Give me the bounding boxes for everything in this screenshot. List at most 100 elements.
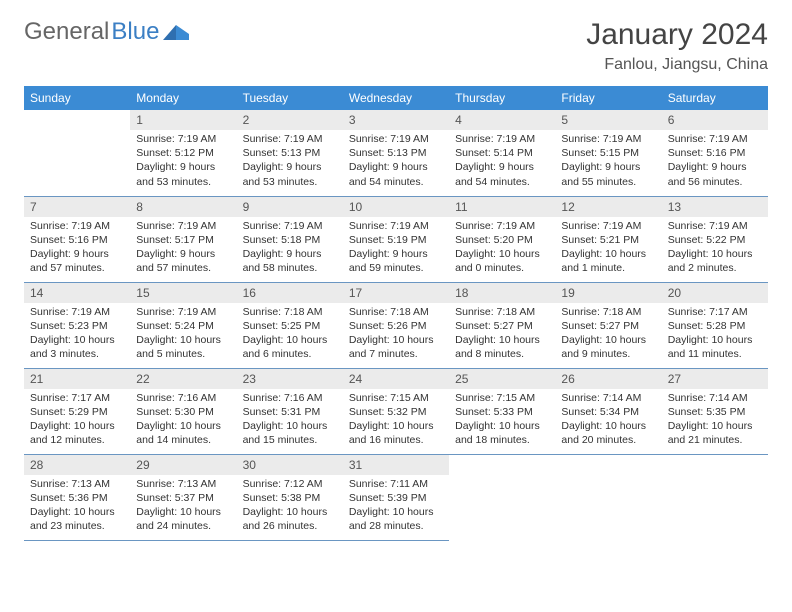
day-details: Sunrise: 7:19 AMSunset: 5:16 PMDaylight:… (662, 130, 768, 193)
day-details: Sunrise: 7:11 AMSunset: 5:39 PMDaylight:… (343, 475, 449, 538)
calendar-cell: 22Sunrise: 7:16 AMSunset: 5:30 PMDayligh… (130, 368, 236, 454)
day-number: 23 (237, 369, 343, 389)
calendar-cell: 17Sunrise: 7:18 AMSunset: 5:26 PMDayligh… (343, 282, 449, 368)
calendar-row: 21Sunrise: 7:17 AMSunset: 5:29 PMDayligh… (24, 368, 768, 454)
day-details: Sunrise: 7:19 AMSunset: 5:13 PMDaylight:… (343, 130, 449, 193)
weekday-header: Thursday (449, 86, 555, 110)
calendar-cell: 14Sunrise: 7:19 AMSunset: 5:23 PMDayligh… (24, 282, 130, 368)
day-number: 4 (449, 110, 555, 130)
title-block: January 2024 Fanlou, Jiangsu, China (586, 18, 768, 74)
day-number: 5 (555, 110, 661, 130)
day-number: 6 (662, 110, 768, 130)
day-number: 2 (237, 110, 343, 130)
day-details: Sunrise: 7:19 AMSunset: 5:12 PMDaylight:… (130, 130, 236, 193)
day-number: 12 (555, 197, 661, 217)
calendar-cell: 11Sunrise: 7:19 AMSunset: 5:20 PMDayligh… (449, 196, 555, 282)
calendar-cell (24, 110, 130, 196)
day-details: Sunrise: 7:19 AMSunset: 5:21 PMDaylight:… (555, 217, 661, 280)
weekday-header: Wednesday (343, 86, 449, 110)
day-details: Sunrise: 7:19 AMSunset: 5:24 PMDaylight:… (130, 303, 236, 366)
calendar-cell: 8Sunrise: 7:19 AMSunset: 5:17 PMDaylight… (130, 196, 236, 282)
day-details: Sunrise: 7:12 AMSunset: 5:38 PMDaylight:… (237, 475, 343, 538)
day-details: Sunrise: 7:19 AMSunset: 5:19 PMDaylight:… (343, 217, 449, 280)
weekday-header: Monday (130, 86, 236, 110)
day-details: Sunrise: 7:13 AMSunset: 5:36 PMDaylight:… (24, 475, 130, 538)
day-details: Sunrise: 7:17 AMSunset: 5:28 PMDaylight:… (662, 303, 768, 366)
day-number: 15 (130, 283, 236, 303)
day-details: Sunrise: 7:19 AMSunset: 5:13 PMDaylight:… (237, 130, 343, 193)
day-number: 13 (662, 197, 768, 217)
day-number: 17 (343, 283, 449, 303)
calendar-cell: 21Sunrise: 7:17 AMSunset: 5:29 PMDayligh… (24, 368, 130, 454)
calendar-cell: 2Sunrise: 7:19 AMSunset: 5:13 PMDaylight… (237, 110, 343, 196)
day-details: Sunrise: 7:19 AMSunset: 5:18 PMDaylight:… (237, 217, 343, 280)
day-number: 24 (343, 369, 449, 389)
day-details: Sunrise: 7:16 AMSunset: 5:30 PMDaylight:… (130, 389, 236, 452)
day-number: 19 (555, 283, 661, 303)
weekday-header: Tuesday (237, 86, 343, 110)
day-details: Sunrise: 7:18 AMSunset: 5:25 PMDaylight:… (237, 303, 343, 366)
day-details: Sunrise: 7:19 AMSunset: 5:17 PMDaylight:… (130, 217, 236, 280)
day-number: 1 (130, 110, 236, 130)
day-number: 25 (449, 369, 555, 389)
day-number: 27 (662, 369, 768, 389)
day-number: 30 (237, 455, 343, 475)
calendar-cell: 15Sunrise: 7:19 AMSunset: 5:24 PMDayligh… (130, 282, 236, 368)
weekday-header: Friday (555, 86, 661, 110)
day-number: 31 (343, 455, 449, 475)
day-details: Sunrise: 7:14 AMSunset: 5:35 PMDaylight:… (662, 389, 768, 452)
calendar-cell: 3Sunrise: 7:19 AMSunset: 5:13 PMDaylight… (343, 110, 449, 196)
day-number: 21 (24, 369, 130, 389)
day-number: 14 (24, 283, 130, 303)
logo-text-gray: General (24, 18, 109, 46)
logo: GeneralBlue (24, 18, 189, 46)
calendar-cell: 12Sunrise: 7:19 AMSunset: 5:21 PMDayligh… (555, 196, 661, 282)
day-details: Sunrise: 7:15 AMSunset: 5:32 PMDaylight:… (343, 389, 449, 452)
calendar-head: SundayMondayTuesdayWednesdayThursdayFrid… (24, 86, 768, 110)
calendar-cell: 18Sunrise: 7:18 AMSunset: 5:27 PMDayligh… (449, 282, 555, 368)
day-details: Sunrise: 7:14 AMSunset: 5:34 PMDaylight:… (555, 389, 661, 452)
calendar-cell: 19Sunrise: 7:18 AMSunset: 5:27 PMDayligh… (555, 282, 661, 368)
weekday-header: Saturday (662, 86, 768, 110)
day-number: 10 (343, 197, 449, 217)
day-number: 7 (24, 197, 130, 217)
day-details: Sunrise: 7:17 AMSunset: 5:29 PMDaylight:… (24, 389, 130, 452)
weekday-header: Sunday (24, 86, 130, 110)
day-number: 29 (130, 455, 236, 475)
calendar-cell: 13Sunrise: 7:19 AMSunset: 5:22 PMDayligh… (662, 196, 768, 282)
calendar-cell: 20Sunrise: 7:17 AMSunset: 5:28 PMDayligh… (662, 282, 768, 368)
day-number: 22 (130, 369, 236, 389)
day-number: 28 (24, 455, 130, 475)
day-details: Sunrise: 7:19 AMSunset: 5:15 PMDaylight:… (555, 130, 661, 193)
day-number: 8 (130, 197, 236, 217)
calendar-cell: 1Sunrise: 7:19 AMSunset: 5:12 PMDaylight… (130, 110, 236, 196)
calendar-row: 7Sunrise: 7:19 AMSunset: 5:16 PMDaylight… (24, 196, 768, 282)
calendar-cell (662, 454, 768, 540)
calendar-cell: 27Sunrise: 7:14 AMSunset: 5:35 PMDayligh… (662, 368, 768, 454)
day-details: Sunrise: 7:19 AMSunset: 5:16 PMDaylight:… (24, 217, 130, 280)
header: GeneralBlue January 2024 Fanlou, Jiangsu… (24, 18, 768, 74)
day-number: 20 (662, 283, 768, 303)
day-details: Sunrise: 7:18 AMSunset: 5:27 PMDaylight:… (555, 303, 661, 366)
month-title: January 2024 (586, 18, 768, 52)
calendar-table: SundayMondayTuesdayWednesdayThursdayFrid… (24, 86, 768, 541)
location: Fanlou, Jiangsu, China (586, 56, 768, 74)
calendar-cell: 6Sunrise: 7:19 AMSunset: 5:16 PMDaylight… (662, 110, 768, 196)
calendar-row: 14Sunrise: 7:19 AMSunset: 5:23 PMDayligh… (24, 282, 768, 368)
day-number: 3 (343, 110, 449, 130)
day-details: Sunrise: 7:19 AMSunset: 5:22 PMDaylight:… (662, 217, 768, 280)
calendar-cell: 5Sunrise: 7:19 AMSunset: 5:15 PMDaylight… (555, 110, 661, 196)
day-number: 11 (449, 197, 555, 217)
calendar-cell: 30Sunrise: 7:12 AMSunset: 5:38 PMDayligh… (237, 454, 343, 540)
calendar-cell (449, 454, 555, 540)
day-number: 16 (237, 283, 343, 303)
day-number: 18 (449, 283, 555, 303)
calendar-cell: 29Sunrise: 7:13 AMSunset: 5:37 PMDayligh… (130, 454, 236, 540)
day-details: Sunrise: 7:16 AMSunset: 5:31 PMDaylight:… (237, 389, 343, 452)
calendar-cell: 25Sunrise: 7:15 AMSunset: 5:33 PMDayligh… (449, 368, 555, 454)
calendar-cell: 9Sunrise: 7:19 AMSunset: 5:18 PMDaylight… (237, 196, 343, 282)
day-details: Sunrise: 7:13 AMSunset: 5:37 PMDaylight:… (130, 475, 236, 538)
calendar-cell: 31Sunrise: 7:11 AMSunset: 5:39 PMDayligh… (343, 454, 449, 540)
calendar-row: 1Sunrise: 7:19 AMSunset: 5:12 PMDaylight… (24, 110, 768, 196)
calendar-body: 1Sunrise: 7:19 AMSunset: 5:12 PMDaylight… (24, 110, 768, 540)
